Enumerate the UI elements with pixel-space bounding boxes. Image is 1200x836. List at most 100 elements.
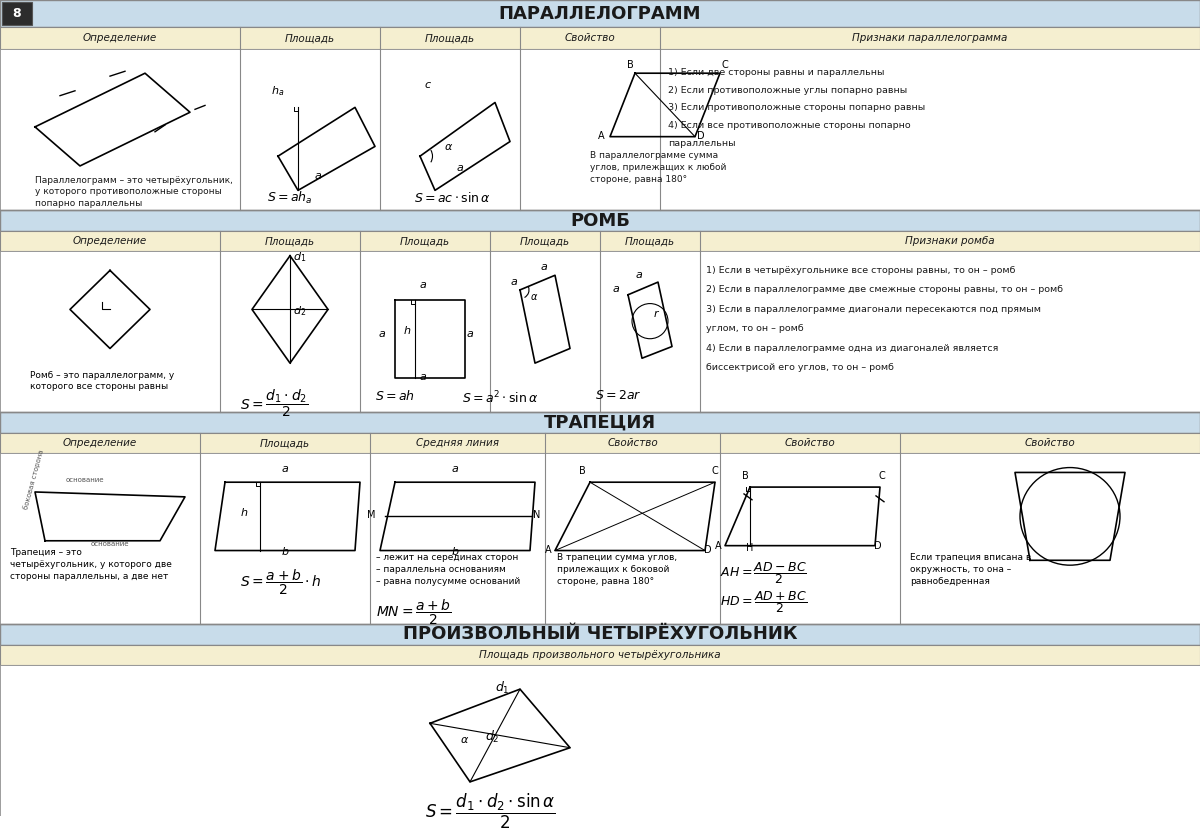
Text: Признаки ромба: Признаки ромба	[905, 236, 995, 246]
Text: 2) Если противоположные углы попарно равны: 2) Если противоположные углы попарно рав…	[668, 86, 907, 95]
Text: $h$: $h$	[240, 507, 248, 518]
Text: 3) Если в параллелограмме диагонали пересекаются под прямым: 3) Если в параллелограмме диагонали пере…	[706, 304, 1042, 314]
Text: Определение: Определение	[73, 236, 148, 246]
Bar	[0, 453, 1200, 624]
Text: Свойство: Свойство	[607, 438, 658, 448]
Text: B: B	[742, 472, 749, 482]
Text: $S = \dfrac{d_1 \cdot d_2}{2}$: $S = \dfrac{d_1 \cdot d_2}{2}$	[240, 388, 308, 420]
Text: Определение: Определение	[83, 33, 157, 43]
Text: $b$: $b$	[281, 545, 289, 558]
Text: ПРОИЗВОЛЬНЫЙ ЧЕТЫРЁХУГОЛЬНИК: ПРОИЗВОЛЬНЫЙ ЧЕТЫРЁХУГОЛЬНИК	[403, 625, 797, 644]
Text: 1) Если в четырёхугольнике все стороны равны, то он – ромб: 1) Если в четырёхугольнике все стороны р…	[706, 266, 1015, 274]
Text: Площадь произвольного четырёхугольника: Площадь произвольного четырёхугольника	[479, 650, 721, 660]
Bar	[0, 433, 1200, 453]
Text: $S = ah_a$: $S = ah_a$	[268, 191, 313, 206]
Text: $S = \dfrac{d_1 \cdot d_2 \cdot \sin \alpha}{2}$: $S = \dfrac{d_1 \cdot d_2 \cdot \sin \al…	[425, 792, 556, 831]
Bar	[0, 645, 1200, 665]
Text: Площадь: Площадь	[425, 33, 475, 43]
Text: 1) Если две стороны равны и параллельны: 1) Если две стороны равны и параллельны	[668, 69, 884, 77]
Text: $d_1$: $d_1$	[496, 680, 510, 696]
Text: N: N	[533, 510, 540, 520]
Text: – параллельна основаниям: – параллельна основаниям	[376, 565, 506, 574]
Text: РОМБ: РОМБ	[570, 212, 630, 230]
Text: $a$: $a$	[612, 284, 620, 294]
Text: $a$: $a$	[419, 372, 427, 382]
Bar	[0, 251, 1200, 412]
Text: D: D	[697, 130, 704, 140]
Text: 3) Если противоположные стороны попарно равны: 3) Если противоположные стороны попарно …	[668, 104, 925, 113]
Text: параллельны: параллельны	[668, 139, 736, 148]
Text: стороне, равна 180°: стороне, равна 180°	[557, 577, 654, 586]
Bar	[0, 665, 1200, 816]
Text: $d_1$: $d_1$	[293, 251, 306, 264]
Text: В параллелограмме сумма: В параллелограмме сумма	[590, 151, 718, 161]
Text: 4) Если в параллелограмме одна из диагоналей является: 4) Если в параллелограмме одна из диагон…	[706, 344, 998, 353]
Text: – равна полусумме оснований: – равна полусумме оснований	[376, 577, 521, 586]
Text: Если трапеция вписана в: Если трапеция вписана в	[910, 553, 1031, 563]
Text: равнобедренная: равнобедренная	[910, 577, 990, 586]
Text: $S = 2ar$: $S = 2ar$	[595, 390, 641, 402]
Text: H: H	[746, 543, 754, 553]
Text: $AH = \dfrac{AD - BC}{2}$: $AH = \dfrac{AD - BC}{2}$	[720, 560, 806, 586]
Text: основание: основание	[91, 541, 130, 547]
Text: $\alpha$: $\alpha$	[460, 735, 469, 745]
Text: $a$: $a$	[451, 465, 460, 475]
Text: ПАРАЛЛЕЛОГРАММ: ПАРАЛЛЕЛОГРАММ	[499, 5, 701, 23]
Text: у которого противоположные стороны: у которого противоположные стороны	[35, 187, 222, 196]
Text: Определение: Определение	[62, 438, 137, 448]
Text: $MN = \dfrac{a + b}{2}$: $MN = \dfrac{a + b}{2}$	[376, 598, 451, 627]
Text: прилежащих к боковой: прилежащих к боковой	[557, 565, 670, 574]
Text: $d_2$: $d_2$	[293, 304, 306, 319]
Text: 4) Если все противоположные стороны попарно: 4) Если все противоположные стороны попа…	[668, 121, 911, 130]
Text: Площадь: Площадь	[520, 236, 570, 246]
Bar	[2, 2, 32, 25]
Text: $a$: $a$	[314, 171, 322, 181]
Text: B: B	[628, 60, 634, 70]
Text: $\alpha$: $\alpha$	[444, 142, 454, 152]
Text: Площадь: Площадь	[400, 236, 450, 246]
Text: A: A	[545, 545, 551, 555]
Text: 2) Если в параллелограмме две смежные стороны равны, то он – ромб: 2) Если в параллелограмме две смежные ст…	[706, 285, 1063, 294]
Text: четырёхугольник, у которого две: четырёхугольник, у которого две	[10, 560, 172, 569]
Text: $a$: $a$	[540, 263, 548, 273]
Text: попарно параллельны: попарно параллельны	[35, 199, 143, 208]
Bar	[0, 48, 1200, 210]
Text: $b$: $b$	[451, 545, 460, 558]
Text: $h_a$: $h_a$	[271, 84, 284, 98]
Text: $a$: $a$	[635, 270, 643, 280]
Text: Параллелограмм – это четырёхугольник,: Параллелограмм – это четырёхугольник,	[35, 176, 233, 185]
Text: Трапеция – это: Трапеция – это	[10, 548, 82, 558]
Bar	[0, 0, 1200, 28]
Text: Площадь: Площадь	[625, 236, 676, 246]
Text: $c$: $c$	[424, 80, 432, 89]
Bar	[0, 210, 1200, 232]
Text: $\alpha$: $\alpha$	[530, 292, 539, 302]
Text: $a$: $a$	[378, 329, 386, 339]
Text: $a$: $a$	[456, 163, 464, 173]
Bar	[0, 412, 1200, 433]
Text: окружность, то она –: окружность, то она –	[910, 565, 1012, 574]
Text: боковая сторона: боковая сторона	[22, 448, 44, 510]
Text: стороне, равна 180°: стороне, равна 180°	[590, 175, 688, 184]
Text: Свойство: Свойство	[785, 438, 835, 448]
Text: A: A	[715, 541, 721, 551]
Text: $a$: $a$	[281, 465, 289, 475]
Bar	[0, 232, 1200, 251]
Text: углов, прилежащих к любой: углов, прилежащих к любой	[590, 163, 726, 172]
Text: Средняя линия: Средняя линия	[416, 438, 499, 448]
Text: $HD = \dfrac{AD + BC}{2}$: $HD = \dfrac{AD + BC}{2}$	[720, 589, 808, 615]
Text: $S = \dfrac{a + b}{2} \cdot h$: $S = \dfrac{a + b}{2} \cdot h$	[240, 568, 322, 598]
Text: Свойство: Свойство	[565, 33, 616, 43]
Text: Площадь: Площадь	[265, 236, 316, 246]
Text: Площадь: Площадь	[284, 33, 335, 43]
Text: $S = a^2 \cdot \sin \alpha$: $S = a^2 \cdot \sin \alpha$	[462, 390, 538, 406]
Text: В трапеции сумма углов,: В трапеции сумма углов,	[557, 553, 677, 563]
Text: C: C	[712, 466, 719, 477]
Text: $h$: $h$	[403, 324, 412, 336]
Text: Признаки параллелограмма: Признаки параллелограмма	[852, 33, 1008, 43]
Text: C: C	[878, 472, 886, 482]
Text: $a$: $a$	[510, 277, 518, 287]
Text: B: B	[578, 466, 586, 477]
Text: $S = ac \cdot \sin \alpha$: $S = ac \cdot \sin \alpha$	[414, 191, 491, 206]
Text: M: M	[366, 510, 374, 520]
